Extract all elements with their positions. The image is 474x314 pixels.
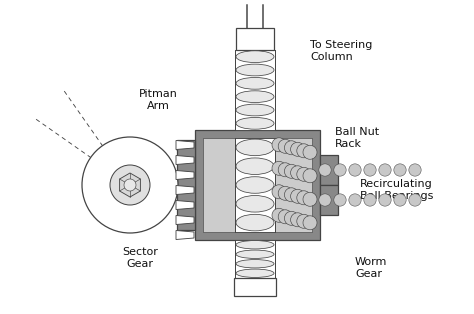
Circle shape (303, 169, 317, 183)
Circle shape (409, 164, 421, 176)
Polygon shape (176, 186, 194, 194)
Ellipse shape (236, 260, 274, 268)
Polygon shape (176, 171, 194, 180)
Text: Pitman
Arm: Pitman Arm (138, 89, 177, 111)
Polygon shape (203, 138, 312, 232)
Circle shape (278, 163, 292, 177)
Polygon shape (320, 155, 338, 185)
Circle shape (278, 186, 292, 200)
Circle shape (394, 194, 406, 206)
Circle shape (303, 192, 317, 206)
Circle shape (297, 214, 311, 228)
Ellipse shape (236, 269, 274, 278)
Polygon shape (236, 28, 274, 50)
Circle shape (124, 179, 136, 191)
Text: To Steering
Column: To Steering Column (310, 40, 373, 62)
Circle shape (319, 164, 331, 176)
Circle shape (82, 137, 178, 233)
Circle shape (110, 165, 150, 205)
Circle shape (278, 210, 292, 224)
Circle shape (349, 164, 361, 176)
Circle shape (303, 216, 317, 230)
Ellipse shape (236, 158, 274, 175)
Circle shape (297, 167, 311, 181)
Circle shape (272, 208, 286, 222)
Polygon shape (176, 215, 194, 225)
Polygon shape (235, 50, 275, 130)
Circle shape (379, 194, 391, 206)
Circle shape (272, 138, 286, 152)
Ellipse shape (236, 139, 274, 156)
Ellipse shape (236, 196, 274, 212)
Circle shape (291, 213, 305, 227)
Ellipse shape (236, 177, 274, 193)
Ellipse shape (236, 104, 274, 116)
Polygon shape (235, 240, 275, 278)
Polygon shape (176, 140, 194, 149)
Circle shape (297, 191, 311, 205)
Polygon shape (177, 140, 195, 230)
Text: Recirculating
Ball Bearings: Recirculating Ball Bearings (360, 179, 433, 201)
Circle shape (291, 189, 305, 203)
Polygon shape (234, 278, 276, 296)
Circle shape (319, 194, 331, 206)
Circle shape (272, 161, 286, 175)
Polygon shape (119, 173, 140, 197)
Ellipse shape (236, 78, 274, 89)
Polygon shape (235, 138, 275, 232)
Ellipse shape (236, 91, 274, 103)
Circle shape (379, 164, 391, 176)
Circle shape (349, 194, 361, 206)
Circle shape (364, 194, 376, 206)
Text: Worm
Gear: Worm Gear (355, 257, 387, 279)
Polygon shape (195, 130, 320, 240)
Ellipse shape (236, 51, 274, 62)
Circle shape (284, 188, 299, 202)
Ellipse shape (236, 241, 274, 249)
Ellipse shape (236, 64, 274, 76)
Circle shape (291, 166, 305, 180)
Circle shape (284, 164, 299, 178)
Circle shape (409, 194, 421, 206)
Ellipse shape (236, 214, 274, 231)
Polygon shape (176, 230, 194, 240)
Circle shape (364, 164, 376, 176)
Polygon shape (176, 155, 194, 165)
Circle shape (297, 144, 311, 158)
Text: Ball Nut
Rack: Ball Nut Rack (335, 127, 379, 149)
Ellipse shape (236, 117, 274, 129)
Circle shape (334, 164, 346, 176)
Text: Sector
Gear: Sector Gear (122, 247, 158, 269)
Circle shape (291, 142, 305, 156)
Polygon shape (176, 201, 194, 209)
Circle shape (284, 141, 299, 155)
Ellipse shape (236, 250, 274, 258)
Circle shape (272, 185, 286, 199)
Circle shape (278, 139, 292, 153)
Circle shape (284, 211, 299, 225)
Circle shape (334, 194, 346, 206)
Circle shape (394, 164, 406, 176)
Polygon shape (320, 185, 338, 215)
Circle shape (303, 145, 317, 159)
